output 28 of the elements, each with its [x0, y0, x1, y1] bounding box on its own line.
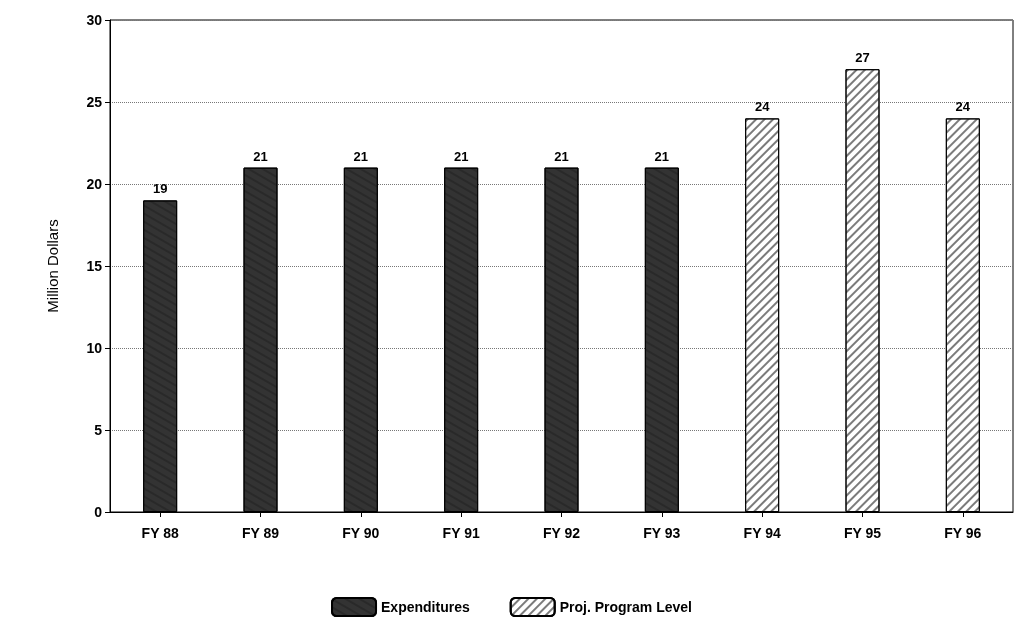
y-tick-label: 30 [86, 12, 103, 28]
data-label: 19 [152, 181, 168, 197]
x-tick-label: FY 92 [542, 525, 581, 541]
data-label: 21 [253, 148, 268, 164]
x-tick-label: FY 93 [643, 525, 681, 541]
data-label: 24 [754, 99, 771, 115]
legend-label: Proj. Program Level [559, 599, 692, 615]
x-tick-label: FY 90 [342, 525, 380, 541]
y-axis-title: Million Dollars [44, 219, 61, 313]
data-label: 24 [955, 99, 971, 115]
y-tick-label: 20 [86, 176, 103, 192]
x-tick-label: FY 91 [442, 525, 480, 541]
x-tick-label: FY 89 [241, 525, 280, 541]
y-tick-label: 25 [86, 94, 103, 110]
y-tick-label: 0 [94, 504, 103, 520]
legend-label: Expenditures [381, 599, 470, 615]
y-tick-label: 5 [94, 422, 103, 438]
x-tick-label: FY 96 [944, 525, 982, 541]
x-tick-label: FY 88 [141, 525, 179, 541]
data-label: 21 [554, 148, 569, 164]
data-label: 21 [453, 148, 469, 164]
y-tick-label: 10 [86, 340, 103, 356]
data-label: 21 [654, 148, 670, 164]
data-label: 21 [353, 148, 369, 164]
data-label: 27 [855, 50, 870, 66]
x-tick-label: FY 95 [843, 525, 882, 541]
x-tick-label: FY 94 [743, 525, 781, 541]
y-tick-label: 15 [86, 258, 103, 274]
